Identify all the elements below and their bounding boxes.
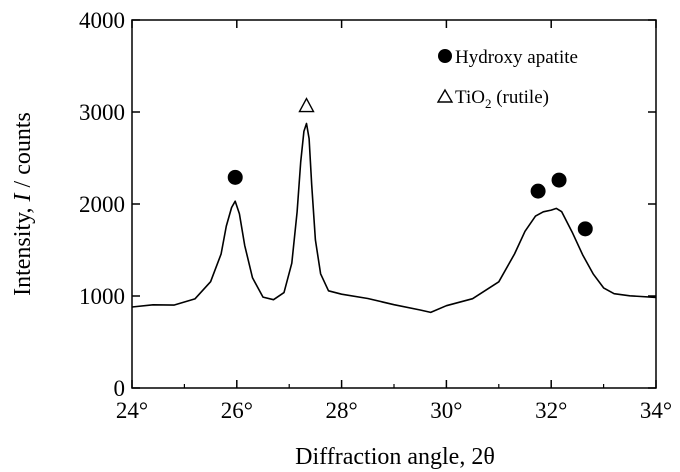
legend: Hydroxy apatite TiO2 (rutile) <box>436 47 578 111</box>
legend-marker-circle <box>438 49 452 63</box>
x-tick-label: 32° <box>535 398 567 423</box>
plot-frame <box>131 19 657 389</box>
y-tick-label: 3000 <box>79 100 125 125</box>
y-tick-label: 1000 <box>79 284 125 309</box>
legend-label-tio: TiO <box>455 87 485 108</box>
legend-label-tail: (rutile) <box>491 87 549 108</box>
y-tick-label: 2000 <box>79 192 125 217</box>
y-axis-title-symbol: I <box>10 192 36 202</box>
x-tick-label: 28° <box>325 398 357 423</box>
peak-marker-hydroxy-apatite <box>530 183 546 199</box>
x-tick-label: 34° <box>640 398 672 423</box>
peak-marker-hydroxy-apatite <box>577 221 593 237</box>
y-axis-title-prefix: Intensity, <box>10 201 36 295</box>
x-tick-label: 30° <box>430 398 462 423</box>
peak-marker-tio2-rutile <box>298 97 315 113</box>
peak-marker-hydroxy-apatite <box>551 172 567 188</box>
y-axis-title-suffix: / counts <box>10 112 36 193</box>
x-tick-label: 24° <box>116 398 148 423</box>
y-tick-label: 4000 <box>79 8 125 33</box>
legend-label-tio2-rutile: TiO2 (rutile) <box>455 87 549 111</box>
series-line-0 <box>131 122 657 314</box>
y-axis-title: Intensity, I / counts <box>10 112 36 296</box>
legend-label-subscript: 2 <box>485 96 492 111</box>
peak-marker-hydroxy-apatite <box>227 169 243 185</box>
x-tick-label: 26° <box>221 398 253 423</box>
y-tick-label: 0 <box>114 376 126 401</box>
x-axis-title: Diffraction angle, 2θ <box>295 444 495 470</box>
legend-marker-triangle <box>436 88 454 103</box>
legend-label-hydroxy-apatite: Hydroxy apatite <box>455 47 578 68</box>
